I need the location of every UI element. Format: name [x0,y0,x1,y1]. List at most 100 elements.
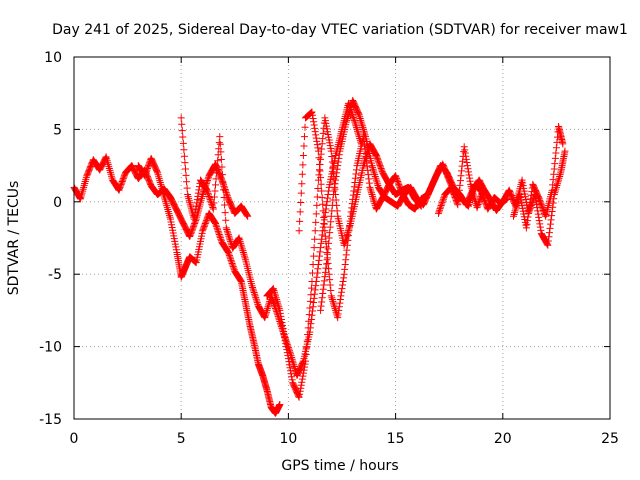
data-point-interp [344,236,352,244]
data-point-interp [270,288,278,296]
data-point-interp [326,229,334,237]
data-point-interp [552,183,560,191]
data-point-interp [143,164,151,172]
data-point-interp [120,172,128,180]
data-point-interp [277,315,285,323]
data-point-interp [317,239,325,247]
data-point-interp [208,202,216,210]
data-point-interp [549,176,557,184]
data-point-interp [556,171,564,179]
data-point-interp [241,254,249,262]
data-point-interp [341,265,349,273]
data-point-interp [239,248,247,256]
data-point [323,256,331,264]
data-point-interp [356,115,364,123]
data-point-interp [299,369,307,377]
data-point-interp [262,308,270,316]
data-point-interp [219,178,227,186]
data-point-interp [295,392,303,400]
data-point-interp [310,252,318,260]
data-point-interp [329,196,337,204]
data-point-interp [305,311,313,319]
data-point-interp [119,175,127,183]
data-point [212,220,220,228]
data-point-interp [299,372,307,380]
data-point [317,306,325,314]
data-point-interp [251,292,259,300]
data-point-interp [227,237,235,245]
data-point-interp [191,218,199,226]
x-tick-label: 10 [279,431,297,447]
data-point [186,233,194,241]
data-point-interp [344,111,352,119]
data-point [544,241,552,249]
data-point-interp [304,331,312,339]
data-point-interp [355,110,363,118]
data-point-interp [117,182,125,190]
data-point-interp [313,273,321,281]
data-point-interp [344,232,352,240]
data-point-interp [367,189,375,197]
data-point-interp [344,229,352,237]
data-point-interp [194,189,202,197]
data-point [222,224,230,232]
data-point-interp [227,256,235,264]
data-point-interp [326,223,334,231]
data-point-interp [340,274,348,282]
data-point [302,357,310,365]
data-point-interp [280,328,288,336]
data-point-interp [214,226,222,234]
data-point-interp [395,182,403,190]
data-point-interp [465,171,473,179]
data-point-interp [547,216,555,224]
data-point-interp [526,199,534,207]
data-point-interp [330,183,338,191]
data-point-interp [311,235,319,243]
data-point-interp [448,186,456,194]
data-point-interp [315,256,323,264]
data-point-interp [194,192,202,200]
data-point-interp [453,199,461,207]
data-point-interp [332,176,340,184]
data-point-interp [312,218,320,226]
data-point-interp [328,296,336,304]
data-point-interp [144,163,152,171]
data-point-interp [546,224,554,232]
data-point [261,314,269,322]
data-point-interp [228,259,236,267]
data-point-interp [250,289,258,297]
data-point-interp [264,303,272,311]
data-point-interp [181,165,189,173]
data-point-interp [183,178,191,186]
data-point-interp [449,188,457,196]
data-point-interp [551,154,559,162]
data-point [510,212,518,220]
data-point-interp [156,177,164,185]
data-point [329,191,337,199]
data-point-interp [312,131,320,139]
data-point-interp [248,283,256,291]
data-point-interp [460,148,468,156]
data-point-interp [357,116,365,124]
data-point-interp [301,123,309,131]
data-point-interp [353,125,361,133]
series-satellite-track-3 [177,99,365,380]
data-point-interp [166,193,174,201]
data-point-interp [527,191,535,199]
data-point-interp [325,270,333,278]
data-point-interp [252,294,260,302]
data-point-interp [163,202,171,210]
data-point-interp [534,210,542,218]
data-point-interp [179,133,187,141]
data-point-interp [213,223,221,231]
data-point-interp [310,118,318,126]
data-point-interp [279,325,287,332]
data-point [366,183,374,191]
data-point-interp [279,321,287,329]
data-point-interp [263,306,271,314]
data-point-interp [370,167,378,175]
data-point-interp [461,146,469,154]
data-point-interp [535,217,543,225]
data-point-interp [359,124,367,132]
data-point-interp [352,166,360,174]
